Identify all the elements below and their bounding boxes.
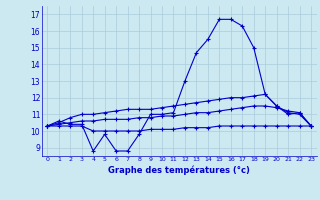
X-axis label: Graphe des températures (°c): Graphe des températures (°c) (108, 165, 250, 175)
